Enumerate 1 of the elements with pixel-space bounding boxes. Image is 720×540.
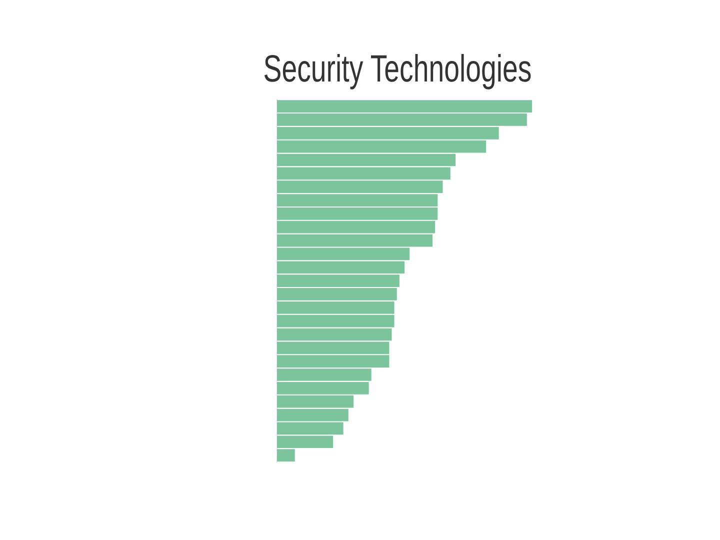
chart-title: Security Technologies <box>263 48 532 90</box>
